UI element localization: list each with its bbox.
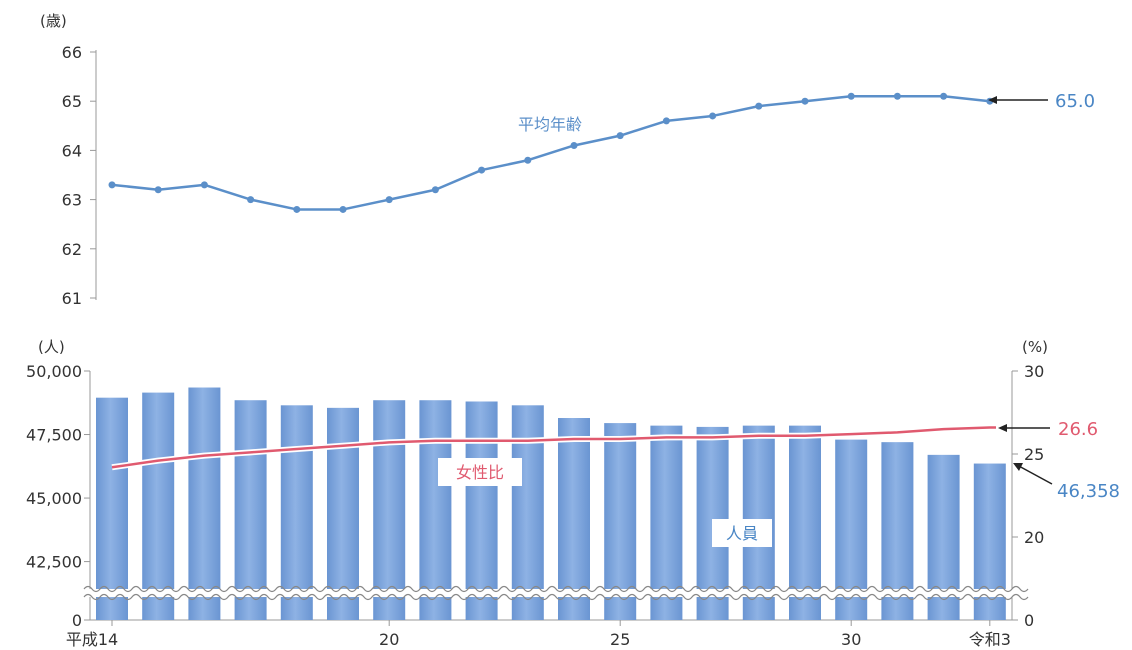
axis-break-wave xyxy=(83,585,1029,601)
female-ratio-y-tick-labels: 30 25 20 0 xyxy=(1012,362,1044,630)
female-ratio-unit-label: (%) xyxy=(1022,338,1048,356)
age-point xyxy=(893,92,901,100)
personnel-y-tick-labels: 50,000 47,500 45,000 42,500 0 xyxy=(26,362,90,630)
age-point xyxy=(431,186,439,194)
personnel-unit-label: (人) xyxy=(38,338,65,356)
female-ratio-label-box xyxy=(438,458,522,486)
personnel-bars xyxy=(96,387,1006,620)
age-point xyxy=(570,141,578,149)
x-tick-label: 30 xyxy=(841,630,861,649)
female-ratio-y-tick-label: 0 xyxy=(1024,611,1034,630)
age-y-tick-label: 62 xyxy=(62,240,82,259)
age-point xyxy=(200,181,208,189)
personnel-bar xyxy=(96,397,128,620)
age-point xyxy=(293,205,301,213)
age-y-tick-label: 66 xyxy=(62,43,82,62)
personnel-label-text: 人員 xyxy=(726,524,758,543)
personnel-series-label: 人員 xyxy=(712,519,772,547)
age-point xyxy=(154,186,162,194)
female-ratio-line-series xyxy=(111,424,996,471)
axis-break-line-lower xyxy=(83,593,1029,601)
age-line xyxy=(111,95,990,211)
age-point xyxy=(478,166,486,174)
personnel-label-box xyxy=(712,519,772,547)
x-tick-label: 平成14 xyxy=(66,630,118,649)
age-last-value: 65.0 xyxy=(1055,91,1095,112)
female-ratio-line xyxy=(111,426,996,469)
age-point xyxy=(247,196,255,204)
female-ratio-y-tick-label: 25 xyxy=(1024,445,1044,464)
personnel-callout-arrowhead xyxy=(1013,463,1023,471)
age-point xyxy=(385,196,393,204)
personnel-bar xyxy=(234,400,267,620)
personnel-last-value: 46,358 xyxy=(1057,481,1120,502)
age-value-callout: 65.0 xyxy=(988,91,1095,112)
age-point xyxy=(847,92,855,100)
personnel-bar xyxy=(188,387,221,620)
age-point xyxy=(940,92,948,100)
axis-break-line-upper xyxy=(83,585,1029,593)
x-tick-label: 20 xyxy=(379,630,399,649)
age-y-tick-label: 63 xyxy=(62,191,82,210)
age-unit-label: (歳) xyxy=(40,12,67,30)
female-ratio-y-tick-label: 20 xyxy=(1024,528,1044,547)
axis-break-band xyxy=(84,589,1020,597)
age-point xyxy=(801,97,809,105)
age-chart: (歳) 66 65 64 63 62 61 平均年齢 65.0 xyxy=(40,12,1095,308)
age-point xyxy=(108,181,116,189)
age-point xyxy=(524,156,532,164)
age-point xyxy=(662,117,670,125)
age-callout-arrowhead xyxy=(988,96,997,104)
age-point xyxy=(755,102,763,110)
personnel-bar xyxy=(373,400,406,620)
x-tick-label: 令和3 xyxy=(969,630,1011,649)
personnel-y-tick-label: 47,500 xyxy=(26,426,82,445)
female-ratio-label-text: 女性比 xyxy=(456,463,504,482)
personnel-y-tick-label: 45,000 xyxy=(26,489,82,508)
personnel-bar xyxy=(142,392,175,620)
personnel-bar xyxy=(280,405,313,620)
personnel-y-tick-label: 0 xyxy=(72,611,82,630)
female-ratio-last-value: 26.6 xyxy=(1058,419,1098,440)
female-ratio-callout-arrowhead xyxy=(998,424,1007,432)
female-ratio-callout: 26.6 xyxy=(998,419,1098,440)
personnel-callout: 46,358 xyxy=(1013,463,1120,502)
female-ratio-y-tick-label: 30 xyxy=(1024,362,1044,381)
age-point xyxy=(709,112,717,120)
personnel-chart: (人) (%) 50,000 47,500 45,000 42,500 0 30 25 20… xyxy=(26,338,1120,649)
age-y-tick-label: 65 xyxy=(62,92,82,111)
age-line-series xyxy=(108,92,994,213)
female-ratio-series-label: 女性比 xyxy=(438,458,522,486)
personnel-callout-arrow xyxy=(1016,464,1053,485)
x-tick-label: 25 xyxy=(610,630,630,649)
age-point xyxy=(339,205,347,213)
x-tick-labels: 平成14 20 25 30 令和3 xyxy=(66,620,1011,649)
age-y-tick-labels: 66 65 64 63 62 61 xyxy=(62,43,96,308)
age-series-label: 平均年齢 xyxy=(518,115,582,134)
personnel-y-tick-label: 42,500 xyxy=(26,553,82,572)
age-y-tick-label: 61 xyxy=(62,289,82,308)
personnel-y-tick-label: 50,000 xyxy=(26,362,82,381)
age-y-tick-label: 64 xyxy=(62,141,82,160)
personnel-bar xyxy=(419,400,452,620)
age-point xyxy=(616,132,624,140)
